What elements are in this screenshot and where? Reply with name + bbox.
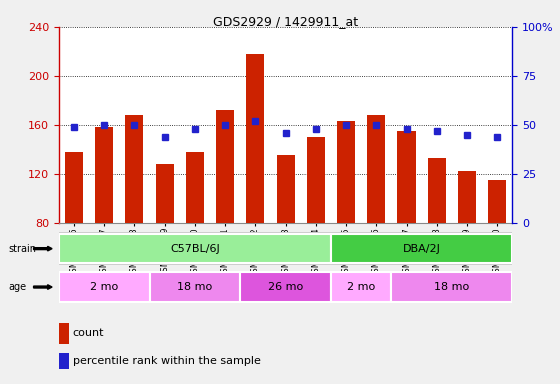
Bar (65, 152, 83, 223)
Bar (186, 152, 204, 223)
Bar (216, 110, 234, 223)
Bar (488, 180, 506, 223)
Bar (59, 272, 150, 302)
Bar (95, 127, 113, 223)
Bar (391, 272, 512, 302)
Bar (246, 54, 264, 223)
Text: DBA/2J: DBA/2J (403, 243, 441, 254)
Text: 26 mo: 26 mo (268, 282, 303, 292)
Text: age: age (8, 282, 26, 292)
Bar (367, 115, 385, 223)
Text: 2 mo: 2 mo (347, 282, 375, 292)
Bar (331, 234, 512, 263)
Text: 2 mo: 2 mo (90, 282, 118, 292)
Text: GDS2929 / 1429911_at: GDS2929 / 1429911_at (213, 15, 358, 28)
Bar (398, 131, 416, 223)
Text: C57BL/6J: C57BL/6J (170, 243, 220, 254)
Bar (150, 272, 240, 302)
Bar (428, 158, 446, 223)
Bar (125, 115, 143, 223)
Bar (59, 234, 331, 263)
Bar (277, 156, 295, 223)
Bar (331, 272, 391, 302)
Bar (156, 164, 174, 223)
Bar (458, 171, 476, 223)
Bar (337, 121, 355, 223)
Bar (240, 272, 331, 302)
Text: percentile rank within the sample: percentile rank within the sample (73, 356, 260, 366)
Bar (307, 137, 325, 223)
Text: count: count (73, 328, 104, 338)
Text: 18 mo: 18 mo (435, 282, 469, 292)
Text: 18 mo: 18 mo (178, 282, 212, 292)
Text: strain: strain (8, 243, 36, 254)
